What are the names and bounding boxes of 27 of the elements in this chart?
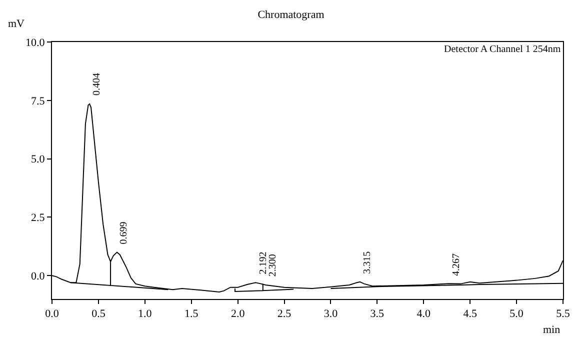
chart-title: Chromatogram xyxy=(258,9,325,22)
x-tick-label: 4.0 xyxy=(416,308,432,320)
x-tick-label: 4.5 xyxy=(463,308,478,320)
x-tick-label: 2.5 xyxy=(277,308,292,320)
x-tick-label: 5.5 xyxy=(556,308,570,320)
x-axis-title: min xyxy=(543,324,561,336)
y-tick-label: 7.5 xyxy=(31,95,46,108)
x-tick-label: 1.0 xyxy=(138,308,152,320)
y-tick-label: 2.5 xyxy=(31,212,46,224)
y-tick-label: 5.0 xyxy=(31,154,46,166)
y-axis-title: mV xyxy=(8,18,25,30)
x-tick-label: 0.0 xyxy=(45,308,60,320)
x-tick-label: 3.5 xyxy=(370,308,385,320)
annotation: 2.300 xyxy=(268,254,279,277)
annotation: 2.192 xyxy=(258,252,270,274)
annotation: Detector A Channel 1 254nm xyxy=(444,44,561,55)
x-tick-label: 2.0 xyxy=(230,308,246,320)
x-tick-label: 1.5 xyxy=(184,308,199,320)
annotation: 4.267 xyxy=(450,254,462,276)
annotation: 3.315 xyxy=(362,251,374,274)
x-tick-label: 3.0 xyxy=(324,308,338,320)
annotation: 0.404 xyxy=(92,72,103,96)
x-tick-label: 0.5 xyxy=(92,308,106,320)
y-tick-label: 0.0 xyxy=(31,270,46,282)
annotation: 0.699 xyxy=(118,222,130,244)
y-tick-label: 10.0 xyxy=(26,36,46,49)
x-tick-label: 5.0 xyxy=(510,308,524,320)
